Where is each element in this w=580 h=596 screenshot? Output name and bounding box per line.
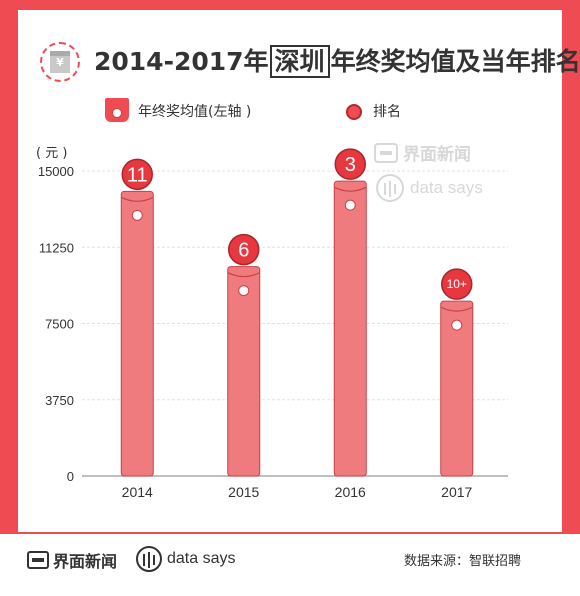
y-axis-unit: ( 元 ) [36,146,68,161]
bar-flap [227,272,261,278]
x-tick-label: 2016 [335,484,366,500]
rank-badge [121,158,153,191]
frame-border-left [0,0,18,532]
bar-group: 6 [227,233,261,477]
jiemian-logo-icon [27,551,49,569]
watermark-brand-text: 界面新闻 [403,145,471,165]
data-source: 数据来源：智联招聘 [404,554,522,569]
footer-datasays-text: data says [167,550,236,567]
bar-seal-icon [238,285,250,297]
frame-border-top [0,0,580,10]
datasays-logo-icon [136,546,162,572]
legend-rank-icon [346,104,362,120]
chart-title: 2014-2017年 深圳 年终奖均值及当年排名 [94,44,580,80]
watermark-datasays: data says [376,174,483,204]
x-tick-label: 2014 [122,484,153,500]
rank-badge [334,148,366,180]
envelope-flap [50,51,70,56]
y-tick-label: 11250 [39,240,74,255]
title-highlight-city: 深圳 [269,45,330,78]
rank-label: 11 [127,164,148,186]
footer-brand: 界面新闻 [27,548,117,572]
money-envelope-icon: ¥ [40,42,80,82]
bar-seal-icon [131,209,143,221]
rank-badge [441,268,473,300]
title-prefix: 2014-2017年 [94,47,269,76]
y-tick-label: 0 [67,469,74,484]
footer-datasays: data says [136,546,235,574]
bar-group: 3 [333,148,367,477]
datasays-logo-icon [376,174,404,202]
envelope-body: ¥ [50,51,70,73]
legend-rank-label: 排名 [373,104,401,120]
legend-bar-label: 年终奖均值(左轴 ) [138,104,252,120]
bar [440,300,474,477]
bar [120,190,154,477]
watermark-datasays-text: data says [410,178,483,197]
x-tick-label: 2015 [228,484,259,500]
rank-label: 3 [345,154,356,176]
x-tick-label: 2017 [441,484,472,500]
footer-brand-text: 界面新闻 [53,552,118,571]
jiemian-logo-icon [374,142,398,163]
bar-seal-icon [344,199,356,211]
bar-flap [440,306,474,312]
footer-bar [0,532,580,596]
y-tick-label: 15000 [38,164,74,179]
bar-flap [120,196,154,202]
legend-bar-icon [105,98,129,122]
bar [227,266,261,477]
title-suffix: 年终奖均值及当年排名 [330,47,580,76]
bar-group: 10+ [440,268,474,477]
y-tick-label: 7500 [45,317,74,332]
watermark-brand: 界面新闻 [374,140,471,165]
bar-flap [333,186,367,192]
rank-badge [228,233,260,266]
frame-border-right [562,0,580,532]
bar-seal-icon [451,319,463,331]
yuan-glyph: ¥ [56,56,64,69]
bar-group: 11 [120,158,154,477]
y-tick-label: 3750 [45,393,74,408]
bar [333,180,367,477]
rank-label: 10+ [447,277,467,291]
rank-label: 6 [238,240,249,262]
bar-chart: 0 3750 7500 11250 15000 11 6 3 10+ 2014 2015 2016… [38,148,508,500]
